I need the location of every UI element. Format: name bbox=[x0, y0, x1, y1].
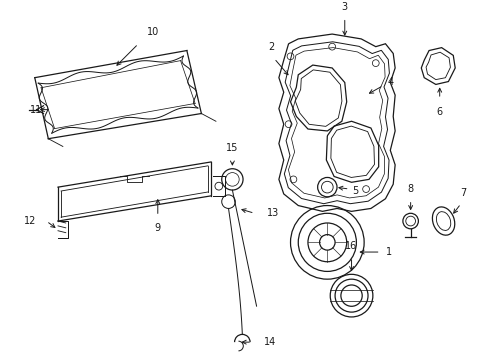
Text: 12: 12 bbox=[24, 216, 37, 226]
Text: 9: 9 bbox=[154, 223, 161, 233]
Text: 6: 6 bbox=[436, 107, 442, 117]
Text: 15: 15 bbox=[226, 143, 238, 153]
Text: 14: 14 bbox=[263, 337, 275, 347]
Text: 11: 11 bbox=[30, 105, 42, 114]
Text: 16: 16 bbox=[345, 241, 357, 251]
Text: 2: 2 bbox=[267, 42, 274, 53]
Text: 7: 7 bbox=[459, 188, 465, 198]
Text: 13: 13 bbox=[267, 208, 279, 218]
Text: 3: 3 bbox=[341, 2, 347, 12]
Text: 1: 1 bbox=[385, 247, 391, 257]
Text: 4: 4 bbox=[386, 77, 393, 86]
Text: 5: 5 bbox=[352, 186, 358, 196]
Text: 8: 8 bbox=[407, 184, 413, 194]
Text: 10: 10 bbox=[146, 27, 159, 37]
